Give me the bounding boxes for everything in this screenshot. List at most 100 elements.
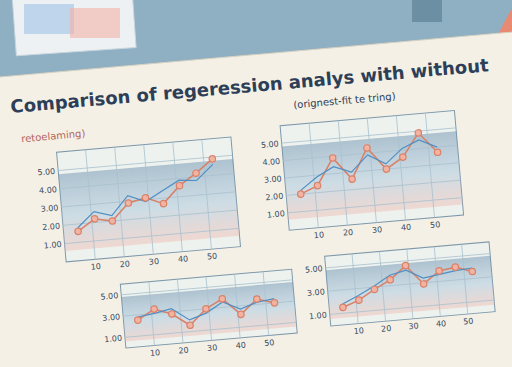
point — [176, 182, 183, 189]
grid-line — [86, 150, 96, 260]
point — [271, 299, 278, 306]
grid-line — [123, 301, 294, 316]
grid-line — [434, 247, 440, 317]
point — [75, 228, 82, 235]
x-tick-label: 50 — [207, 252, 218, 262]
subtitle: (orignest-fit te tring) — [293, 91, 396, 111]
x-tick-label: 50 — [430, 220, 441, 230]
grid-line — [173, 142, 183, 252]
grid-line — [352, 254, 358, 324]
x-tick-label: 10 — [90, 262, 101, 272]
x-tick-label: 50 — [264, 338, 275, 348]
point — [193, 170, 200, 177]
x-tick-label: 40 — [401, 223, 412, 233]
series-line — [296, 131, 440, 194]
x-tick-label: 10 — [353, 326, 364, 336]
x-tick-label: 20 — [343, 228, 354, 238]
y-tick-label: 4.00 — [262, 157, 281, 168]
point — [363, 144, 370, 151]
x-tick-label: 40 — [436, 319, 447, 329]
y-tick-label: 1.00 — [309, 311, 328, 322]
y-tick-label: 2.00 — [265, 192, 284, 203]
scatter-band — [121, 282, 296, 342]
chart: 1.003.005.001020304050 — [100, 269, 299, 362]
point — [142, 194, 149, 201]
plot-area — [57, 137, 241, 262]
series-line — [297, 138, 440, 190]
grid-line — [61, 192, 235, 207]
grid-line — [235, 274, 241, 338]
grid-line — [462, 244, 468, 314]
plot-area — [325, 242, 495, 326]
grid-line — [425, 113, 434, 218]
note-blot — [24, 4, 74, 34]
point — [436, 267, 443, 274]
point — [434, 149, 441, 156]
point — [314, 182, 321, 189]
y-tick-label: 3.00 — [307, 287, 326, 298]
paper — [0, 30, 512, 367]
y-tick-label: 5.00 — [37, 167, 56, 178]
point — [399, 154, 406, 161]
x-tick-label: 20 — [178, 346, 189, 356]
x-tick-label: 10 — [313, 230, 324, 240]
point — [202, 305, 209, 312]
point — [253, 296, 260, 303]
series-line — [73, 164, 217, 227]
point — [134, 317, 141, 324]
chart: 1.00 2.00 3.00 4.00 5.00 10 20 30 40 50 — [259, 110, 464, 244]
point — [187, 322, 194, 329]
series-line — [340, 265, 474, 304]
y-tick-label: 1.00 — [104, 334, 123, 345]
y-tick-label: 5.00 — [261, 139, 280, 150]
paper-group: Comparison of regeression analys with wi… — [0, 30, 512, 367]
grid-line — [367, 118, 376, 223]
point — [355, 297, 362, 304]
grid-line — [263, 272, 269, 336]
marks — [293, 128, 444, 198]
title: Comparison of regeression analys with wi… — [9, 54, 489, 117]
x-tick-label: 30 — [207, 343, 218, 353]
plot-area — [280, 110, 463, 230]
point — [209, 155, 216, 162]
point — [109, 218, 116, 225]
y-tick-label: 4.00 — [39, 185, 58, 196]
chart: 1.00 3.00 5.00 10 20 30 40 50 — [304, 242, 496, 340]
y-tick-label: 3.00 — [264, 174, 283, 185]
plot-area — [120, 269, 297, 348]
point — [219, 295, 226, 302]
x-tick-label: 30 — [408, 321, 419, 331]
y-tick-label: 5.00 — [100, 291, 119, 302]
grid-line — [177, 279, 183, 343]
point — [125, 200, 132, 207]
point — [329, 155, 336, 162]
x-tick-label: 30 — [149, 257, 160, 267]
point — [415, 129, 422, 136]
point — [420, 280, 427, 287]
y-tick-label: 1.00 — [267, 209, 286, 220]
point — [339, 304, 346, 311]
x-tick-label: 10 — [150, 348, 161, 358]
note-blot — [70, 8, 120, 38]
marks — [336, 256, 478, 310]
x-tick-label: 20 — [381, 324, 392, 334]
point — [383, 166, 390, 173]
point — [297, 191, 304, 198]
point — [452, 264, 459, 271]
y-tick-label: 1.00 — [43, 240, 62, 251]
point — [91, 215, 98, 222]
x-tick-label: 50 — [463, 317, 474, 327]
y-tick-label: 3.00 — [40, 203, 59, 214]
x-tick-label: 30 — [372, 225, 383, 235]
point — [469, 268, 476, 275]
point — [151, 306, 158, 313]
point — [168, 311, 175, 318]
point — [387, 276, 394, 283]
y-tick-label: 5.00 — [305, 264, 324, 275]
scene: Comparison of regeression analys with wi… — [0, 0, 512, 367]
box — [412, 0, 442, 22]
note: retoelaming) — [21, 128, 86, 145]
y-tick-label: 2.00 — [42, 222, 61, 233]
series-line — [340, 260, 475, 308]
sticky-note — [12, 0, 136, 56]
